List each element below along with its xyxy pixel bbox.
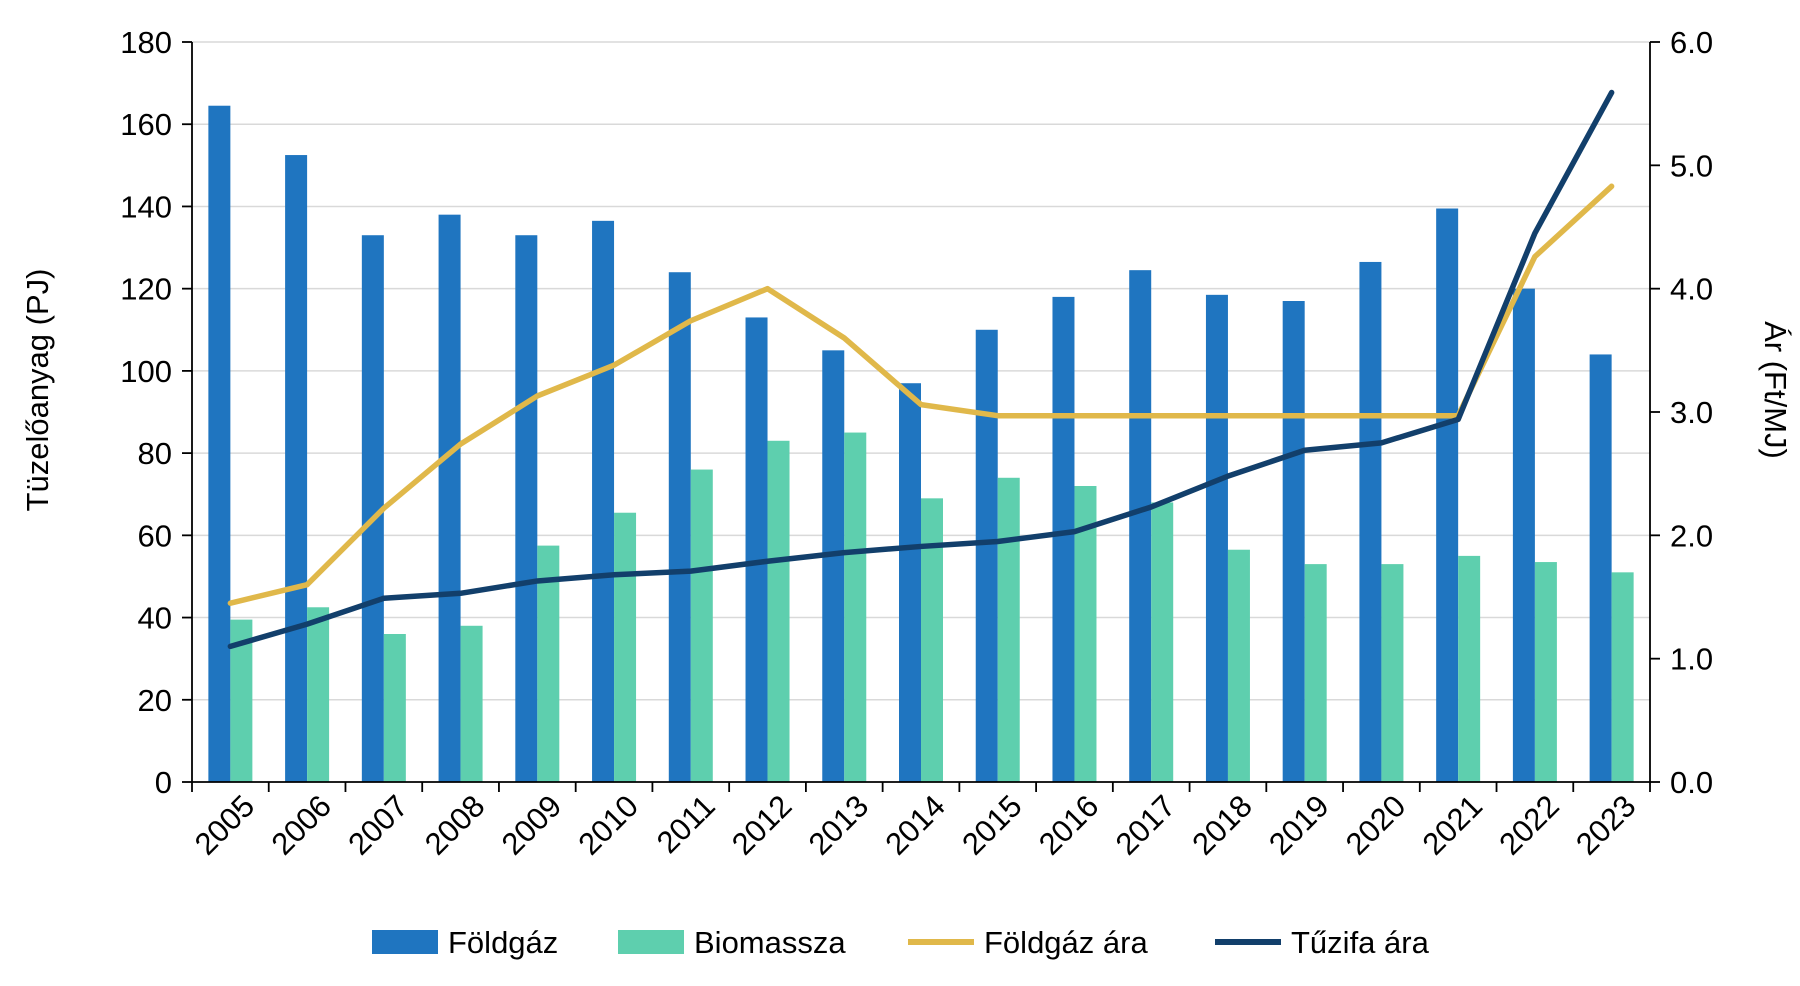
bar-f-ldg-z-2018 — [1205, 294, 1228, 782]
y-axis-title: Tüzelőanyag (PJ) — [20, 269, 55, 512]
bar-biomassza-2023 — [1611, 572, 1634, 782]
bar-f-ldg-z-2016 — [1052, 296, 1075, 782]
x-tick-label: 2014 — [878, 788, 952, 862]
x-tick-label: 2011 — [650, 788, 722, 860]
y-tick-label: 160 — [120, 107, 172, 142]
bar-f-ldg-z-2014 — [899, 383, 921, 782]
bar-biomassza-2013 — [844, 432, 867, 782]
bar-f-ldg-z-2010 — [592, 220, 615, 783]
bar-f-ldg-z-2023 — [1589, 354, 1612, 782]
bar-biomassza-2011 — [690, 469, 713, 782]
legend-label-biomassza: Biomassza — [694, 925, 846, 960]
bar-biomassza-2017 — [1151, 502, 1174, 782]
y-tick-label: 60 — [138, 518, 172, 553]
y-tick-label: 180 — [120, 25, 172, 60]
bar-biomassza-2012 — [767, 440, 790, 782]
x-tick-label: 2009 — [495, 788, 569, 862]
bar-biomassza-2005 — [230, 619, 253, 782]
bar-f-ldg-z-2020 — [1359, 261, 1382, 782]
x-tick-label: 2008 — [418, 788, 492, 862]
bar-f-ldg-z-2021 — [1436, 208, 1459, 782]
legend: Földgáz Biomassza Földgáz ára Tűzifa ára — [372, 925, 1430, 960]
bar-biomassza-2010 — [614, 512, 637, 782]
bar-f-ldg-z-2012 — [745, 317, 768, 782]
axes — [182, 41, 1660, 792]
line-t-zifa-ra — [227, 89, 1615, 650]
bar-f-ldg-z-2013 — [822, 350, 845, 782]
y2-tick-label: 2.0 — [1670, 518, 1713, 553]
bar-f-ldg-z-2007 — [361, 235, 384, 782]
line-f-ldg-z-ra — [227, 183, 1615, 606]
y-tick-label: 140 — [120, 189, 172, 224]
x-tick-label: 2016 — [1032, 788, 1106, 862]
y-tick-label: 0 — [155, 765, 172, 800]
bar-biomassza-2019 — [1304, 564, 1327, 782]
bar-biomassza-2009 — [537, 545, 560, 782]
legend-label-f-ldg-z: Földgáz — [448, 925, 558, 960]
gridlines — [192, 41, 1650, 701]
x-tick-label: 2022 — [1492, 788, 1566, 862]
bar-f-ldg-z-2022 — [1512, 288, 1535, 782]
x-tick-label: 2017 — [1109, 788, 1183, 862]
y-tick-label: 80 — [138, 436, 172, 471]
legend-label-f-ldg-z-ra: Földgáz ára — [984, 925, 1148, 960]
legend-swatch-biomassza — [618, 930, 684, 954]
bar-biomassza-2018 — [1227, 549, 1250, 782]
y2-tick-label: 1.0 — [1670, 642, 1713, 677]
x-tick-label: 2020 — [1339, 788, 1413, 862]
y-tick-label: 20 — [138, 683, 172, 718]
bar-biomassza-2022 — [1534, 562, 1557, 782]
bar-biomassza-2020 — [1381, 564, 1404, 782]
x-tick-label: 2005 — [188, 788, 262, 862]
x-tick-label: 2006 — [265, 788, 339, 862]
x-tick-label: 2010 — [571, 788, 645, 862]
y-tick-label: 40 — [138, 601, 172, 636]
bar-f-ldg-z-2005 — [208, 105, 231, 782]
bar-f-ldg-z-2019 — [1282, 301, 1305, 782]
y2-tick-label: 0.0 — [1670, 765, 1713, 800]
legend-label-t-zifa-ra: Tűzifa ára — [1291, 925, 1430, 960]
bar-f-ldg-z-2006 — [285, 155, 308, 783]
x-tick-label: 2018 — [1185, 788, 1259, 862]
bar-biomassza-2021 — [1458, 555, 1481, 782]
bar-biomassza-2015 — [997, 477, 1020, 782]
legend-swatch-f-ldg-z — [372, 930, 438, 954]
x-tick-label: 2019 — [1262, 788, 1336, 862]
x-tick-label: 2015 — [955, 788, 1029, 862]
bar-f-ldg-z-2009 — [515, 235, 538, 782]
bar-biomassza-2006 — [307, 607, 330, 782]
bar-biomassza-2014 — [921, 498, 943, 782]
series-lines — [227, 89, 1615, 650]
x-tick-label: 2013 — [802, 788, 876, 862]
x-tick-label: 2021 — [1416, 788, 1490, 862]
y-tick-label: 120 — [120, 272, 172, 307]
y-tick-label: 100 — [120, 354, 172, 389]
x-tick-label: 2007 — [341, 788, 415, 862]
bar-f-ldg-z-2017 — [1129, 270, 1152, 782]
y2-tick-label: 6.0 — [1670, 25, 1713, 60]
y2-tick-label: 3.0 — [1670, 395, 1713, 430]
bar-f-ldg-z-2015 — [975, 329, 998, 782]
x-tick-label: 2012 — [725, 788, 799, 862]
y2-tick-label: 5.0 — [1670, 148, 1713, 183]
bar-biomassza-2016 — [1074, 486, 1097, 782]
bar-biomassza-2008 — [460, 625, 483, 782]
bar-f-ldg-z-2011 — [668, 272, 691, 782]
y2-axis-title: Ár (Ft/MJ) — [1758, 321, 1793, 459]
bars — [208, 105, 1634, 783]
x-tick-label: 2023 — [1569, 788, 1643, 862]
y2-tick-label: 4.0 — [1670, 272, 1713, 307]
bar-biomassza-2007 — [383, 634, 406, 782]
bar-f-ldg-z-2008 — [438, 214, 461, 782]
